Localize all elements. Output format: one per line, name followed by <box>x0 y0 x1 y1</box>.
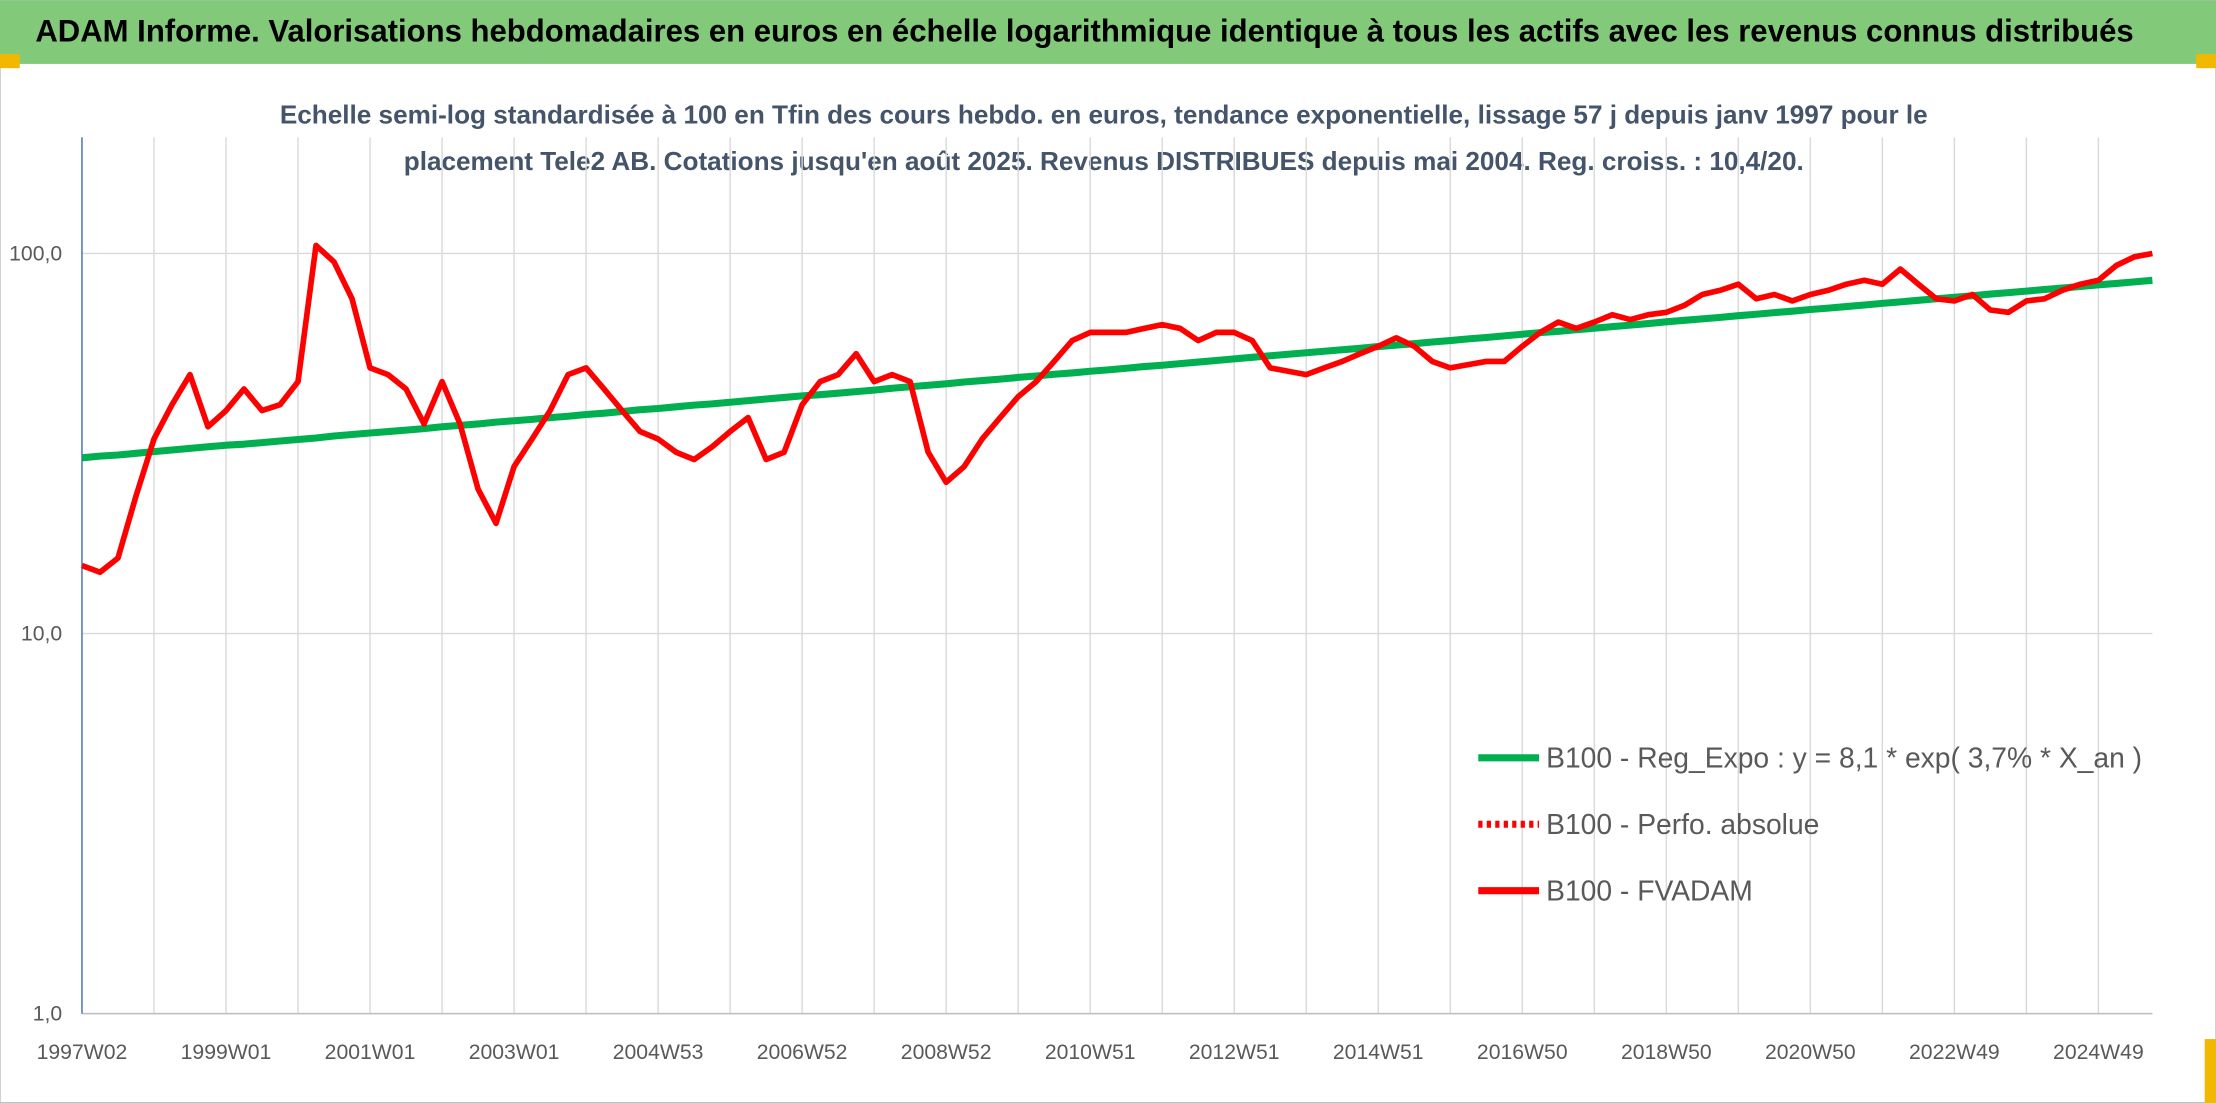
chart-title: ADAM Informe. Valorisations hebdomadaire… <box>35 13 2133 48</box>
x-tick-label: 1997W02 <box>37 1041 128 1064</box>
y-tick-label: 1,0 <box>33 1003 62 1026</box>
x-tick-label: 2003W01 <box>469 1041 560 1064</box>
x-tick-label: 2020W50 <box>1765 1041 1856 1064</box>
x-tick-label: 2006W52 <box>757 1041 848 1064</box>
legend-label: B100 - FVADAM <box>1546 875 1753 907</box>
subtitle: placement Tele2 AB. Cotations jusqu'en a… <box>404 146 1804 176</box>
x-tick-label: 2004W53 <box>613 1041 704 1064</box>
x-tick-label: 2016W50 <box>1477 1041 1568 1064</box>
legend: B100 - Reg_Expo : y = 8,1 * exp( 3,7% * … <box>1478 742 2142 907</box>
x-tick-label: 2010W51 <box>1045 1041 1136 1064</box>
legend-label: B100 - Reg_Expo : y = 8,1 * exp( 3,7% * … <box>1546 742 2142 774</box>
grid: 1,0 10,0 100,0 1997W02 1999W01 2001W01 2003W01… <box>9 137 2153 1064</box>
series-line <box>81 276 2153 462</box>
series-line <box>80 242 2153 576</box>
corner <box>0 54 20 69</box>
y-tick-label: 10,0 <box>21 623 62 646</box>
corner <box>2204 1039 2216 1103</box>
corner <box>2196 54 2216 69</box>
header-bar <box>0 0 2216 64</box>
legend-label: B100 - Perfo. absolue <box>1546 808 1819 840</box>
x-tick-label: 2022W49 <box>1909 1041 2000 1064</box>
x-tick-label: 2001W01 <box>325 1041 416 1064</box>
y-tick-label: 100,0 <box>9 243 62 266</box>
x-tick-label: 2008W52 <box>901 1041 992 1064</box>
x-tick-label: 2012W51 <box>1189 1041 1280 1064</box>
x-tick-label: 2024W49 <box>2053 1041 2144 1064</box>
subtitle: Echelle semi-log standardisée à 100 en T… <box>280 99 1928 129</box>
x-tick-label: 2018W50 <box>1621 1041 1712 1064</box>
x-tick-label: 2014W51 <box>1333 1041 1424 1064</box>
plot <box>80 242 2153 576</box>
x-tick-label: 1999W01 <box>181 1041 272 1064</box>
